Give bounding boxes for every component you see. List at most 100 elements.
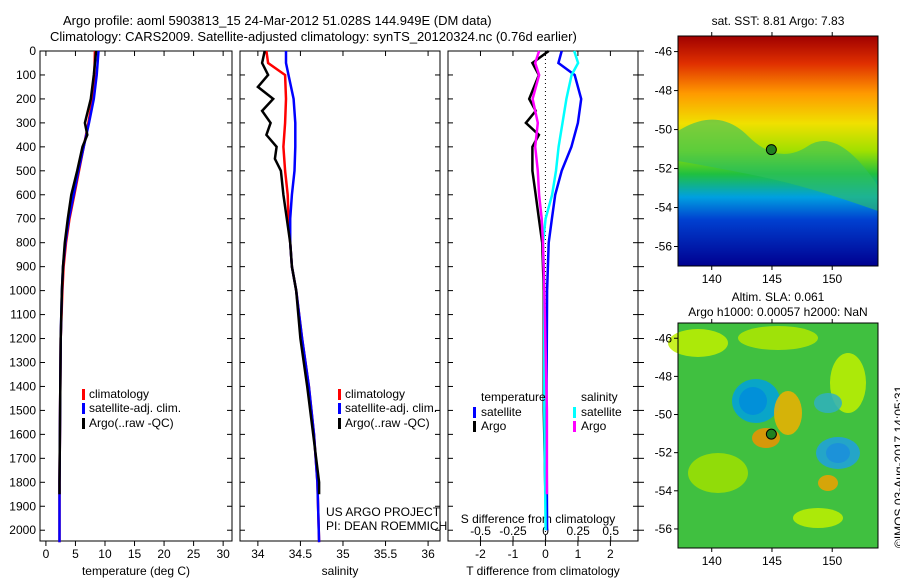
map-y-tick-label: -46 bbox=[655, 45, 673, 59]
x-tick-label: 35.5 bbox=[374, 547, 398, 561]
y-tick-label: 800 bbox=[16, 236, 36, 250]
map-y-tick-label: -48 bbox=[655, 369, 673, 383]
legend-swatch-clim bbox=[338, 389, 341, 400]
map-y-tick-label: -54 bbox=[655, 484, 673, 498]
map-frame bbox=[677, 322, 879, 549]
s-x-tick-label: 0 bbox=[542, 524, 549, 538]
pi-annotation: PI: DEAN ROEMMICH bbox=[326, 519, 447, 533]
x-tick-label: 2 bbox=[607, 547, 614, 561]
x-tick-label: -2 bbox=[475, 547, 486, 561]
map-y-tick-label: -50 bbox=[655, 123, 673, 137]
x-tick-label: 35 bbox=[336, 547, 350, 561]
map-y-tick-label: -52 bbox=[655, 162, 673, 176]
sla-map-title-1: Altim. SLA: 0.061 bbox=[732, 290, 825, 304]
legend-swatch-argo bbox=[338, 418, 341, 429]
x-tick-label: 5 bbox=[72, 547, 79, 561]
s-x-tick-label: 0.25 bbox=[566, 524, 590, 538]
y-tick-label: 1400 bbox=[9, 379, 36, 393]
map-y-tick-label: -46 bbox=[655, 331, 673, 345]
sla-feature bbox=[732, 379, 780, 423]
sla-feature bbox=[818, 475, 838, 491]
legend-label: climatology bbox=[345, 387, 405, 401]
x-tick-label: 15 bbox=[128, 547, 142, 561]
y-tick-label: 700 bbox=[16, 212, 36, 226]
map-x-tick-label: 140 bbox=[702, 554, 722, 568]
x-tick-label: 34.5 bbox=[289, 547, 313, 561]
legend-heading-temperature: temperature bbox=[481, 390, 546, 404]
legend-label: satellite bbox=[581, 405, 622, 419]
y-tick-label: 1900 bbox=[9, 499, 36, 513]
series-line-satellite-adj-clim- bbox=[58, 50, 100, 543]
map-x-tick-label: 140 bbox=[702, 272, 722, 286]
y-tick-label: 400 bbox=[16, 140, 36, 154]
map-x-tick-label: 150 bbox=[822, 272, 842, 286]
legend-swatch-t_argo bbox=[473, 421, 476, 432]
y-tick-label: 1800 bbox=[9, 475, 36, 489]
series-line-s-argo bbox=[531, 50, 549, 495]
legend-swatch-argo bbox=[82, 418, 85, 429]
sla-map-title-2: Argo h1000: 0.00057 h2000: NaN bbox=[688, 305, 867, 319]
title-line-1: Argo profile: aoml 5903813_15 24-Mar-201… bbox=[63, 13, 492, 28]
s-x-tick-label: -0.25 bbox=[499, 524, 527, 538]
title-line-2: Climatology: CARS2009. Satellite-adjuste… bbox=[50, 29, 577, 44]
x-tick-label: 36 bbox=[421, 547, 435, 561]
x-axis-label: T difference from climatology bbox=[466, 564, 620, 578]
y-tick-label: 1600 bbox=[9, 427, 36, 441]
legend-swatch-s_sat bbox=[573, 407, 576, 418]
legend-swatch-s_argo bbox=[573, 421, 576, 432]
sla-feature bbox=[814, 393, 842, 413]
map-x-tick-label: 145 bbox=[762, 272, 782, 286]
legend-label: Argo bbox=[581, 419, 607, 433]
y-tick-label: 0 bbox=[29, 44, 36, 58]
series-line-argo bbox=[58, 50, 98, 495]
map-frame bbox=[677, 35, 879, 267]
series-line-satellite-adj-clim- bbox=[284, 51, 321, 543]
x-axis-label: temperature (deg C) bbox=[82, 564, 190, 578]
map-y-tick-label: -56 bbox=[655, 522, 673, 536]
legend-label: Argo(..raw -QC) bbox=[345, 416, 430, 430]
legend-label: Argo(..raw -QC) bbox=[89, 416, 174, 430]
x-tick-label: 1 bbox=[575, 547, 582, 561]
legend-label: Argo bbox=[481, 419, 507, 433]
legend-swatch-sat bbox=[82, 403, 85, 414]
sla-feature bbox=[688, 453, 748, 493]
y-tick-label: 1000 bbox=[9, 284, 36, 298]
sla-feature bbox=[793, 508, 843, 528]
argo-location-marker bbox=[765, 144, 777, 156]
y-tick-label: 1100 bbox=[10, 308, 36, 322]
y-tick-label: 200 bbox=[16, 92, 36, 106]
y-tick-label: 1200 bbox=[9, 332, 36, 346]
map-x-tick-label: 145 bbox=[762, 554, 782, 568]
x-tick-label: 34 bbox=[251, 547, 265, 561]
y-tick-label: 100 bbox=[16, 68, 36, 82]
y-tick-label: 300 bbox=[16, 116, 36, 130]
x-tick-label: -1 bbox=[508, 547, 519, 561]
pi-annotation: US ARGO PROJECT bbox=[326, 505, 441, 519]
y-tick-label: 500 bbox=[16, 164, 36, 178]
legend-swatch-t_sat bbox=[473, 407, 476, 418]
map-y-tick-label: -54 bbox=[655, 201, 673, 215]
sst-map-title: sat. SST: 8.81 Argo: 7.83 bbox=[712, 14, 845, 28]
legend-heading-salinity: salinity bbox=[581, 390, 618, 404]
y-tick-label: 900 bbox=[16, 260, 36, 274]
sla-feature bbox=[816, 437, 860, 469]
y-tick-label: 600 bbox=[16, 188, 36, 202]
map-x-tick-label: 150 bbox=[822, 554, 842, 568]
s-x-tick-label: -0.5 bbox=[470, 524, 491, 538]
x-tick-label: 30 bbox=[216, 547, 230, 561]
imos-credit: ©IMOS 03-Aug-2017 14:05:31 bbox=[892, 385, 900, 548]
series-line-t-satellite bbox=[545, 50, 583, 531]
legend-label: satellite bbox=[481, 405, 522, 419]
sla-feature bbox=[668, 329, 728, 357]
sst-front bbox=[678, 119, 878, 211]
legend-label: satellite-adj. clim. bbox=[89, 401, 181, 415]
map-y-tick-label: -50 bbox=[655, 408, 673, 422]
s-axis-label: S difference from climatology bbox=[461, 512, 616, 526]
x-axis-label: salinity bbox=[322, 564, 359, 578]
sla-feature bbox=[738, 326, 818, 350]
x-tick-label: 25 bbox=[187, 547, 201, 561]
legend-swatch-clim bbox=[82, 389, 85, 400]
y-tick-label: 2000 bbox=[9, 523, 36, 537]
